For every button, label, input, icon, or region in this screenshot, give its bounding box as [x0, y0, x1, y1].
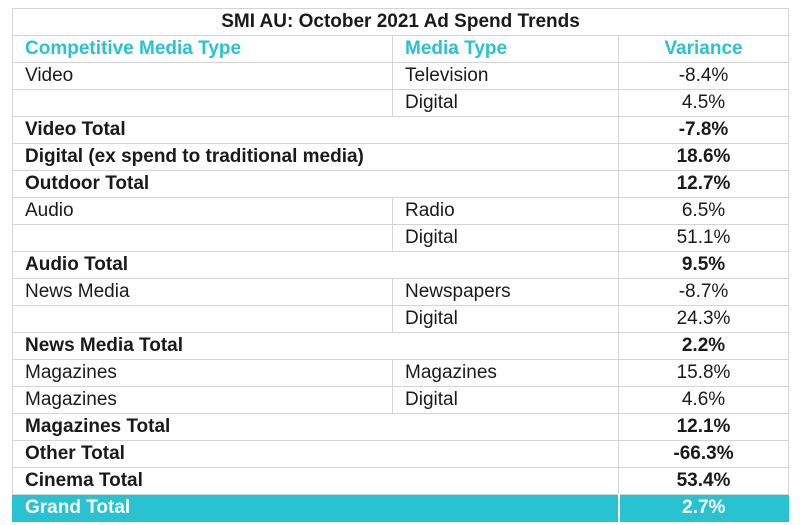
media-type-cell: Newspapers: [392, 278, 619, 306]
total-row: Magazines Total 12.1%: [12, 413, 790, 441]
total-label-cell: Outdoor Total: [12, 170, 619, 198]
ad-spend-table-container: SMI AU: October 2021 Ad Spend Trends Com…: [11, 8, 790, 522]
competitive-media-type-cell: Magazines: [12, 359, 393, 387]
grand-total-label: Grand Total: [12, 494, 619, 522]
media-type-cell: Digital: [392, 386, 619, 414]
media-type-cell: Television: [392, 62, 619, 90]
total-variance-cell: 12.7%: [617, 170, 790, 198]
competitive-media-type-cell: [12, 305, 393, 333]
competitive-media-type-cell: Magazines: [12, 386, 393, 414]
table-row: Digital 24.3%: [12, 305, 790, 333]
ad-spend-table: SMI AU: October 2021 Ad Spend Trends Com…: [11, 8, 790, 522]
table-row: Video Television -8.4%: [12, 62, 790, 90]
table-row: Audio Radio 6.5%: [12, 197, 790, 225]
total-row: Cinema Total 53.4%: [12, 467, 790, 495]
media-type-cell: Digital: [392, 89, 619, 117]
grand-total-variance: 2.7%: [617, 494, 790, 522]
competitive-media-type-cell: News Media: [12, 278, 393, 306]
variance-cell: -8.4%: [617, 62, 790, 90]
total-row: Other Total -66.3%: [12, 440, 790, 468]
total-variance-cell: 2.2%: [617, 332, 790, 360]
variance-cell: 15.8%: [617, 359, 790, 387]
total-variance-cell: 53.4%: [617, 467, 790, 495]
total-label-cell: Cinema Total: [12, 467, 619, 495]
total-row: Outdoor Total 12.7%: [12, 170, 790, 198]
variance-cell: -8.7%: [617, 278, 790, 306]
total-variance-cell: 9.5%: [617, 251, 790, 279]
total-label-cell: News Media Total: [12, 332, 619, 360]
total-label-cell: Audio Total: [12, 251, 619, 279]
total-row: News Media Total 2.2%: [12, 332, 790, 360]
total-variance-cell: -66.3%: [617, 440, 790, 468]
media-type-cell: Magazines: [392, 359, 619, 387]
total-variance-cell: 12.1%: [617, 413, 790, 441]
media-type-cell: Digital: [392, 224, 619, 252]
header-competitive-media-type: Competitive Media Type: [12, 35, 393, 63]
total-row: Audio Total 9.5%: [12, 251, 790, 279]
grand-total-row: Grand Total 2.7%: [12, 494, 790, 522]
variance-cell: 4.6%: [617, 386, 790, 414]
competitive-media-type-cell: [12, 89, 393, 117]
table-row: Magazines Magazines 15.8%: [12, 359, 790, 387]
table-row: News Media Newspapers -8.7%: [12, 278, 790, 306]
competitive-media-type-cell: Audio: [12, 197, 393, 225]
header-media-type: Media Type: [392, 35, 619, 63]
variance-cell: 4.5%: [617, 89, 790, 117]
total-row: Video Total -7.8%: [12, 116, 790, 144]
total-row: Digital (ex spend to traditional media) …: [12, 143, 790, 171]
media-type-cell: Digital: [392, 305, 619, 333]
total-label-cell: Digital (ex spend to traditional media): [12, 143, 619, 171]
header-variance: Variance: [617, 35, 790, 63]
total-variance-cell: 18.6%: [617, 143, 790, 171]
total-variance-cell: -7.8%: [617, 116, 790, 144]
variance-cell: 24.3%: [617, 305, 790, 333]
table-title: SMI AU: October 2021 Ad Spend Trends: [11, 8, 790, 36]
variance-cell: 6.5%: [617, 197, 790, 225]
total-label-cell: Other Total: [12, 440, 619, 468]
table-row: Digital 51.1%: [12, 224, 790, 252]
total-label-cell: Magazines Total: [12, 413, 619, 441]
total-label-cell: Video Total: [12, 116, 619, 144]
competitive-media-type-cell: Video: [12, 62, 393, 90]
table-row: Magazines Digital 4.6%: [12, 386, 790, 414]
table-title-row: SMI AU: October 2021 Ad Spend Trends: [11, 8, 790, 36]
competitive-media-type-cell: [12, 224, 393, 252]
variance-cell: 51.1%: [617, 224, 790, 252]
media-type-cell: Radio: [392, 197, 619, 225]
table-row: Digital 4.5%: [12, 89, 790, 117]
header-row: Competitive Media Type Media Type Varian…: [12, 35, 790, 63]
